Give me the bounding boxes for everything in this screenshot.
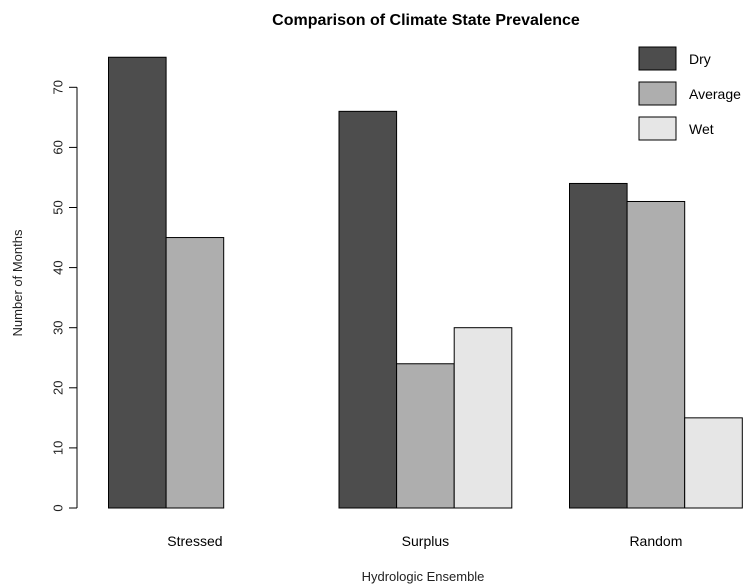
bar-stressed-dry — [108, 56, 167, 509]
legend-swatch-wet — [638, 116, 677, 141]
y-tick-label: 40 — [51, 260, 66, 274]
y-tick-label: 60 — [51, 140, 66, 154]
category-label: Stressed — [167, 533, 222, 549]
y-tick-label: 70 — [51, 80, 66, 94]
category-label: Random — [629, 533, 682, 549]
legend-swatch-average — [638, 81, 677, 106]
y-tick-label: 20 — [51, 381, 66, 395]
bar-random-average — [626, 200, 686, 509]
bar-random-wet — [684, 417, 743, 509]
x-axis-label: Hydrologic Ensemble — [362, 569, 485, 584]
bars-group — [108, 56, 743, 509]
y-tick-label: 10 — [51, 441, 66, 455]
bar-surplus-dry — [338, 110, 398, 509]
category-labels: Stressed Surplus Random — [167, 533, 682, 549]
legend-swatch-dry — [638, 46, 677, 71]
y-tick-label: 0 — [51, 504, 66, 511]
chart-title: Comparison of Climate State Prevalence — [272, 12, 580, 29]
bar-surplus-wet — [453, 327, 513, 509]
legend-label-dry: Dry — [689, 51, 711, 67]
y-axis: 0 10 20 30 40 50 60 70 — [51, 80, 78, 512]
category-label: Surplus — [402, 533, 449, 549]
y-tick-label: 50 — [51, 200, 66, 214]
legend-label-average: Average — [689, 86, 741, 102]
bar-surplus-average — [396, 363, 455, 509]
bar-stressed-average — [165, 237, 225, 509]
y-axis-label: Number of Months — [10, 229, 25, 336]
legend-label-wet: Wet — [689, 121, 714, 137]
y-tick-label: 30 — [51, 320, 66, 334]
legend: Dry Average Wet — [638, 46, 741, 141]
bar-random-dry — [569, 182, 628, 509]
